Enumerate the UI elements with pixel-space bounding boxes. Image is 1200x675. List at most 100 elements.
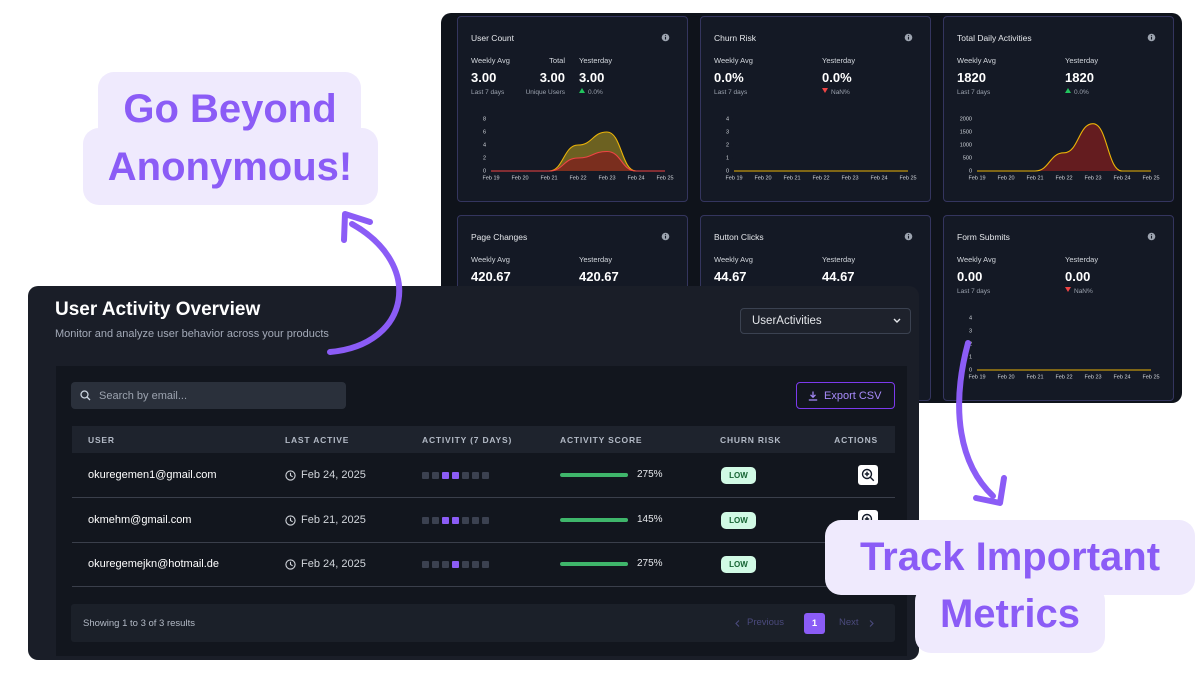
metric: Weekly Avg 0.00 Last 7 days [957,255,996,296]
search-input[interactable]: Search by email... [71,382,346,409]
x-tick-label: Feb 19 [968,374,985,380]
metric: Weekly Avg 44.67 [714,255,753,285]
y-tick-label: 6 [483,129,486,135]
y-tick-label: 1500 [960,129,972,135]
score-bar [560,562,628,566]
activity-square [432,472,439,479]
metric-label: Weekly Avg [471,255,510,264]
info-icon [1147,232,1156,241]
y-tick-label: 0 [969,168,972,174]
metric-label: Yesterday [579,56,613,65]
x-tick-label: Feb 21 [783,175,800,181]
dropdown-text: UserActivities [752,315,822,327]
metric: Weekly Avg 3.00 Last 7 days [471,56,510,97]
clock-face [285,515,296,526]
info-icon [904,232,913,241]
metric-note: 0.0% [1065,88,1098,97]
column-header: LAST ACTIVE [285,435,350,445]
metric-note-text: NaN% [1074,288,1093,295]
callout-bubble [915,585,1105,653]
x-tick-label: Feb 22 [812,175,829,181]
x-tick-label: Feb 21 [1026,175,1043,181]
x-tick-label: Feb 24 [1113,175,1130,181]
table-section: Search by email... Export CSV USER LAST ACT… [56,366,907,656]
activity-square [432,517,439,524]
callout-bubble [825,520,1195,595]
callout-text: Go Beyond [123,87,337,131]
chevron [893,318,901,323]
info-icon [1147,33,1156,42]
metric-value: 0.00 [1065,269,1091,284]
y-tick-label: 8 [483,116,486,122]
metric: Yesterday 1820 0.0% [1065,56,1098,97]
metric-note-text: Last 7 days [957,288,991,295]
x-tick-label: Feb 25 [899,175,916,181]
churn-badge: LOW [721,467,756,484]
last-active: Feb 21, 2025 [301,514,366,526]
activity-square [472,472,479,479]
y-tick-label: 1000 [960,142,972,148]
export-button[interactable]: Export CSV [796,382,895,409]
x-tick-label: Feb 23 [841,175,858,181]
chart: 0 1 2 3 4 Feb 19 Feb 20 Feb 21 Feb 22 Feb 23 Feb 2… [968,315,1159,380]
score-track [560,473,628,477]
metric-label: Yesterday [579,255,613,264]
clock-icon [285,515,296,526]
metric-note-text: 0.0% [1074,89,1089,96]
metric-note: Last 7 days [714,88,753,97]
x-tick-label: Feb 22 [1055,175,1072,181]
y-tick-label: 4 [726,116,729,122]
x-tick-label: Feb 22 [569,175,586,181]
clock-icon [285,470,296,481]
metric-label: Weekly Avg [714,56,753,65]
x-tick-label: Feb 21 [1026,374,1043,380]
metric-note: NaN% [822,88,855,97]
info-icon [904,33,913,42]
metric-note: 0.0% [579,88,612,97]
churn-badge: LOW [721,556,756,573]
metric-label: Yesterday [822,56,856,65]
column-header: CHURN RISK [720,435,782,445]
user-email: okuregemen1@gmail.com [88,469,217,481]
metric-note-text: Unique Users [525,89,565,96]
search-handle [86,396,91,401]
results-summary: Showing 1 to 3 of 3 results [83,618,195,629]
overview-subtitle: Monitor and analyze user behavior across… [55,328,329,340]
metric-note: NaN% [1065,287,1098,296]
metric-value: 1820 [957,70,986,85]
search-placeholder: Search by email... [99,390,188,402]
area-line [491,150,665,172]
x-tick-label: Feb 24 [1113,374,1130,380]
page-button[interactable]: 1 [804,613,825,634]
column-header: ACTIONS [834,435,878,445]
y-tick-label: 2 [969,341,972,347]
x-tick-label: Feb 19 [968,175,985,181]
chevron [735,620,740,627]
y-tick-label: 500 [963,155,972,161]
info-dot [664,35,667,37]
x-tick-label: Feb 25 [1142,374,1159,380]
metric-value: 3.00 [579,70,605,85]
metric-note: Last 7 days [471,88,510,97]
clock-hands [289,517,293,523]
metric-value: 0.0% [822,70,852,85]
metric-note-text: NaN% [831,89,850,96]
chart: 0 2 4 6 8 Feb 19 Feb 20 Feb 21 Feb 22 Feb 23 Feb 2… [482,116,673,181]
table-row: okmehm@gmail.com Feb 21, 2025 145% LOW [72,498,895,543]
activity-square [482,517,489,524]
activity-square [442,472,449,479]
metric-label: Weekly Avg [714,255,753,264]
info-dot [907,234,910,236]
chart: 0 500 1000 1500 2000 Feb 19 Feb 20 Feb 21 Feb 22… [960,116,1160,181]
arrow-head [341,211,373,243]
table-header: USER LAST ACTIVE ACTIVITY (7 DAYS) ACTIVITY… [72,426,895,453]
next-button[interactable]: Next [839,616,879,630]
dataset-dropdown[interactable]: UserActivities [740,308,911,334]
callout-text: Anonymous! [107,145,353,189]
download-arrow [808,391,818,401]
metric-label: Weekly Avg [471,56,510,65]
y-tick-label: 0 [483,168,486,174]
score-label: 275% [637,558,663,569]
view-button[interactable] [858,465,878,485]
